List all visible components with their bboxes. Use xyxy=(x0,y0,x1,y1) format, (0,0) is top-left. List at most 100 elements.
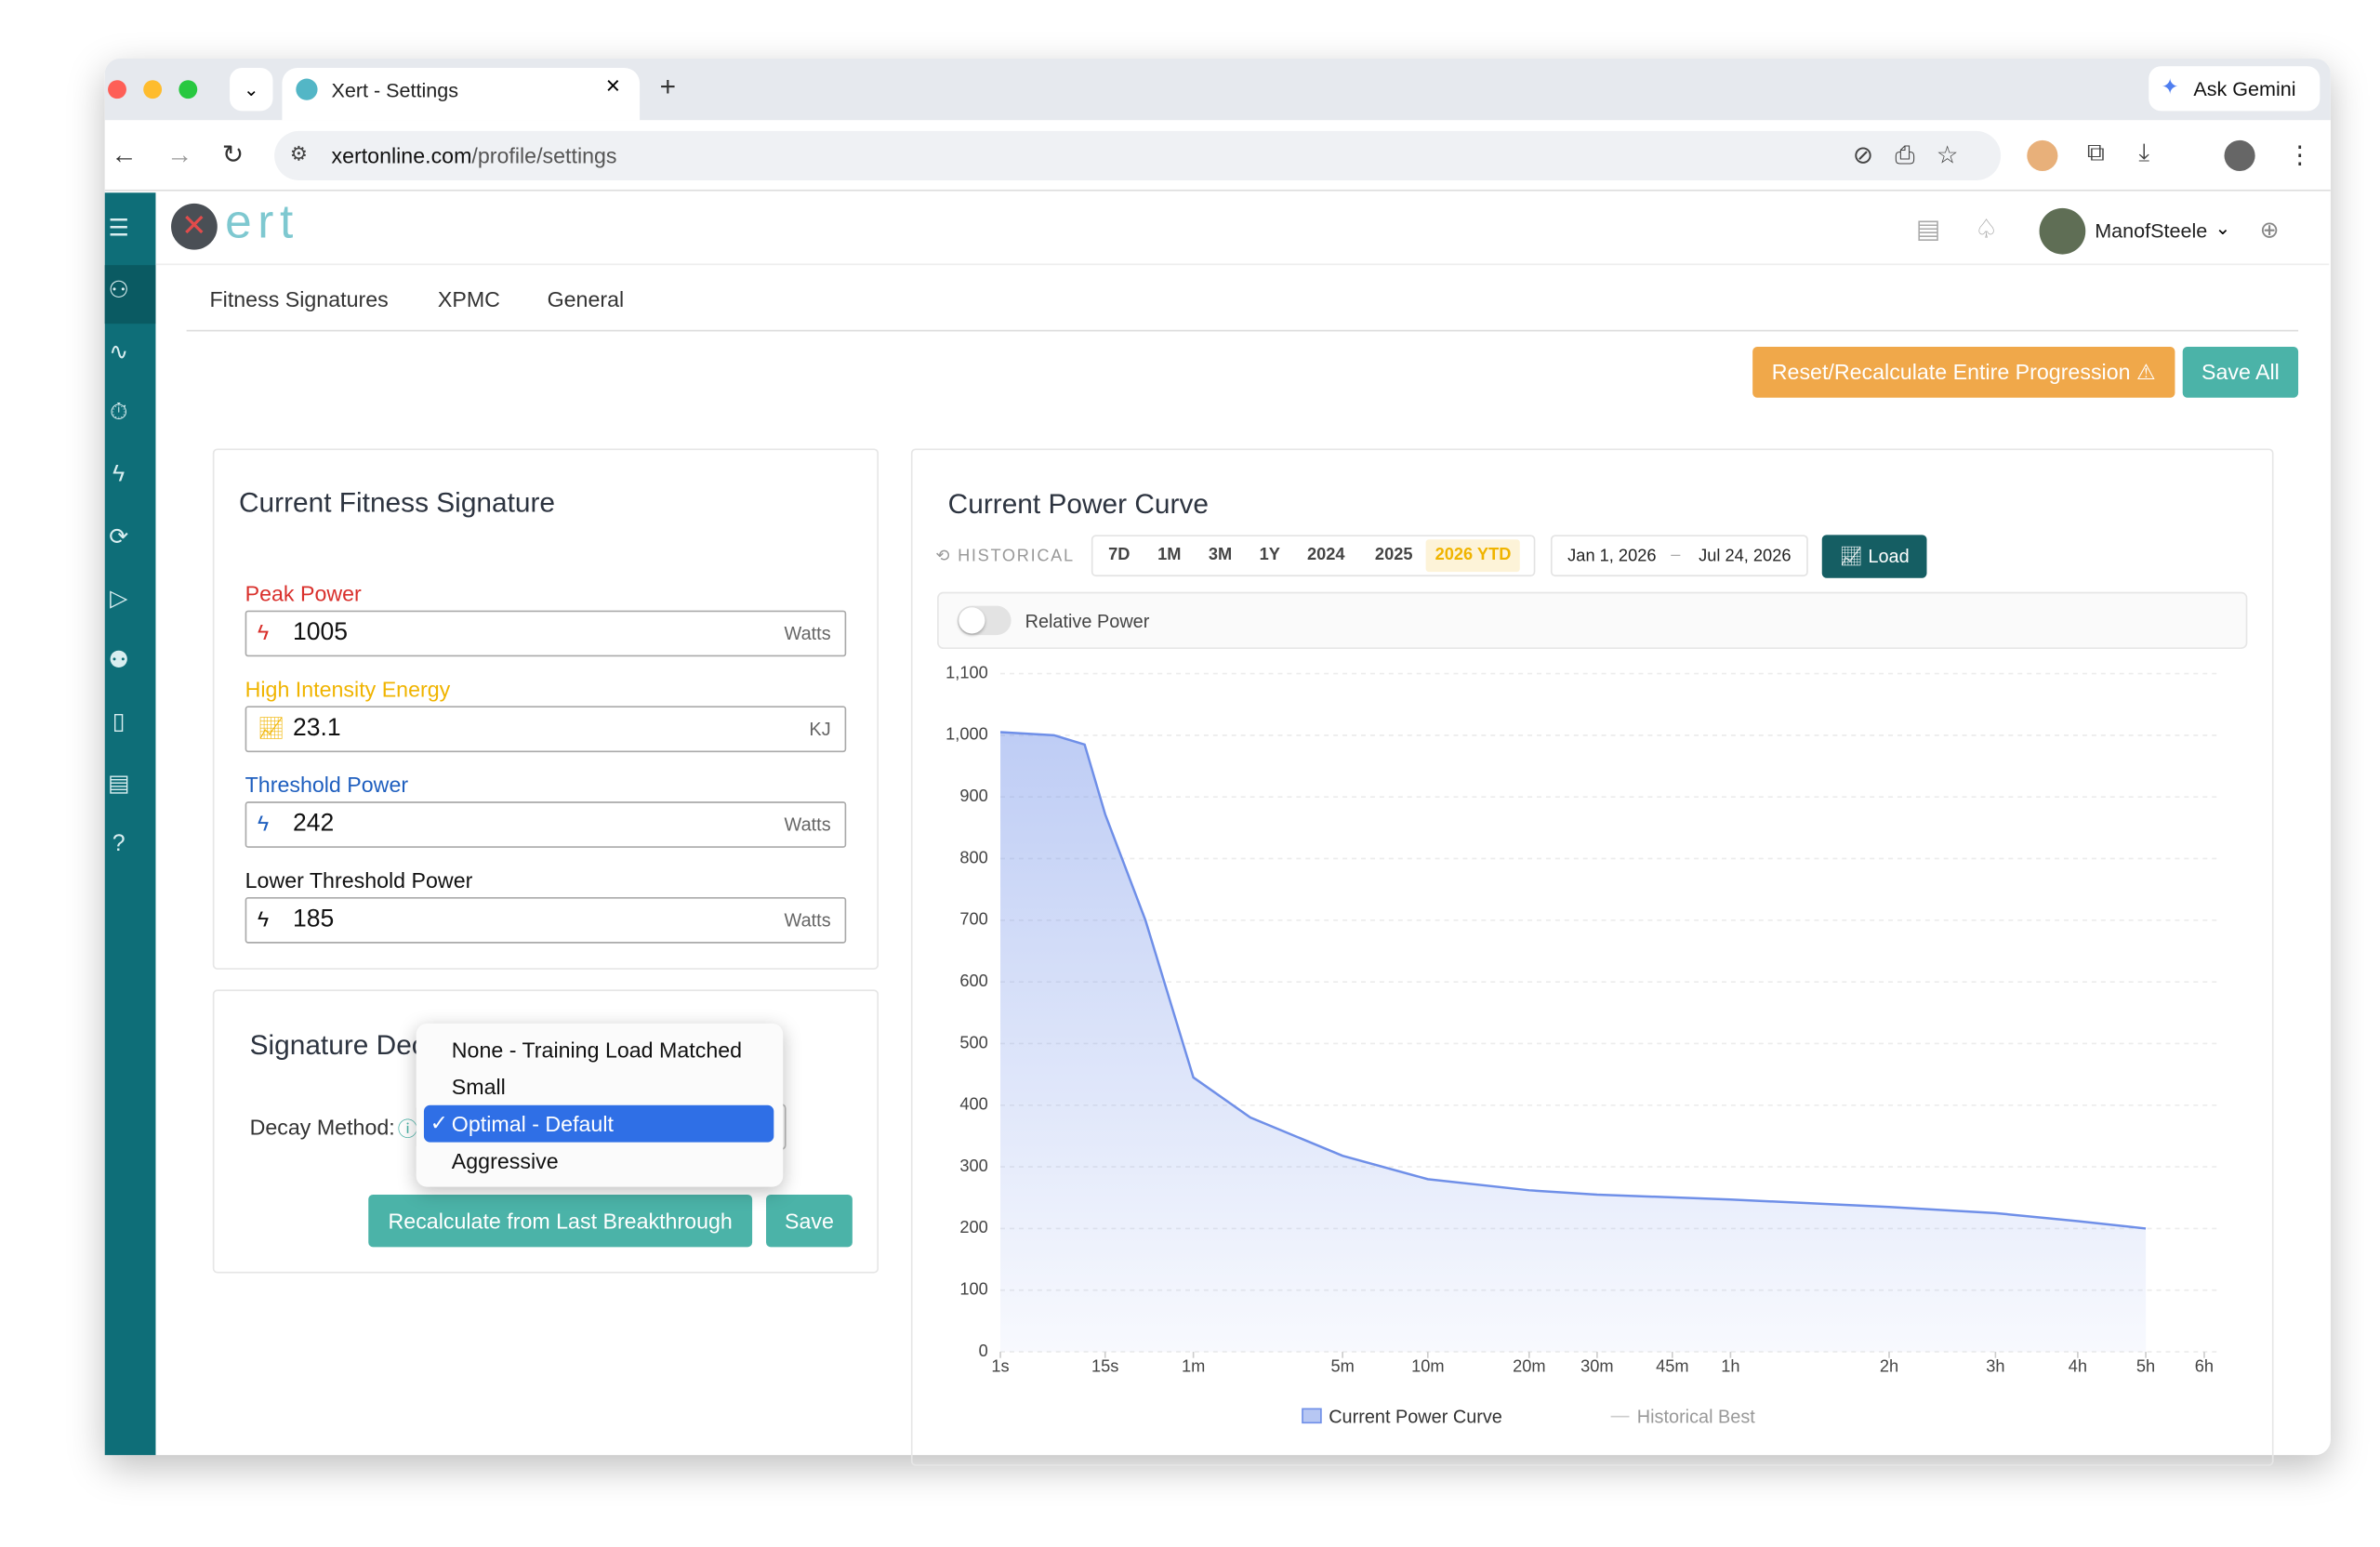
field-value: 23.1 xyxy=(293,715,341,742)
user-name[interactable]: ManofSteele xyxy=(2095,218,2208,243)
back-button[interactable]: ← xyxy=(111,139,138,170)
decay-option[interactable]: Aggressive xyxy=(451,1148,559,1173)
site-info-icon[interactable]: ⚙ xyxy=(289,141,309,165)
relative-power-toggle[interactable] xyxy=(957,605,1012,636)
range-label: 2026 YTD xyxy=(1435,545,1512,564)
logo-mark[interactable]: ✕ xyxy=(171,203,218,250)
sidebar-icon[interactable]: ϟ xyxy=(112,460,126,487)
decay-help[interactable]: ⓘ xyxy=(397,1117,418,1141)
toolbar-icons: ⊘⎙☆ xyxy=(1852,143,1980,170)
range-chip[interactable]: 3M xyxy=(1199,539,1241,572)
reload-button[interactable]: ↻ xyxy=(221,139,245,170)
url-field[interactable] xyxy=(274,130,2002,180)
range-label: 3M xyxy=(1208,545,1233,564)
range-chip[interactable]: 2026 YTD xyxy=(1425,539,1521,573)
relative-power-label: Relative Power xyxy=(1025,610,1150,632)
kebab-menu[interactable]: ⋮ xyxy=(2287,143,2312,170)
power-title: Current Power Curve xyxy=(947,488,1209,520)
fitness-title: Current Fitness Signature xyxy=(238,486,556,519)
field-icon: ϟ xyxy=(257,811,270,836)
field-unit: Watts xyxy=(784,622,831,645)
x-tick-label: 5h xyxy=(2136,1355,2155,1375)
decay-dropdown: None - Training Load Matched Small ✓ Optima… xyxy=(416,1023,784,1187)
tab-favicon xyxy=(296,78,318,100)
header-icons[interactable]: ▤♤ xyxy=(1915,214,2032,244)
decay-label: Decay Method: xyxy=(249,1114,395,1140)
reset-button[interactable]: Reset/Recalculate Entire Progression ⚠ xyxy=(1752,347,2175,398)
sidebar-icon[interactable]: ▤ xyxy=(108,771,130,798)
decay-option[interactable]: Optimal - Default xyxy=(451,1111,614,1136)
new-tab[interactable]: + xyxy=(659,71,677,102)
sidebar-icon[interactable]: ☰ xyxy=(108,216,129,243)
forward-button[interactable]: → xyxy=(166,139,193,170)
y-tick-label: 700 xyxy=(959,909,987,929)
x-tick-label: 1h xyxy=(1721,1355,1739,1375)
decay-option[interactable]: Small xyxy=(451,1074,506,1100)
gemini-icon: ✦ xyxy=(2161,73,2179,99)
load-button[interactable]: 📈︎ Load xyxy=(1821,535,1927,578)
sidebar-icon[interactable]: ⚇ xyxy=(108,277,129,304)
area-fill xyxy=(1000,732,2147,1353)
logo-text[interactable]: ert xyxy=(225,193,299,248)
decay-save-button[interactable]: Save xyxy=(766,1194,853,1248)
tab-title: Xert - Settings xyxy=(331,78,459,102)
range-chip[interactable]: 1M xyxy=(1148,539,1190,572)
range-chip[interactable]: 2025 xyxy=(1366,539,1421,572)
min-light[interactable] xyxy=(143,80,163,99)
y-tick-label: 200 xyxy=(959,1217,987,1236)
sidebar-icon[interactable]: ? xyxy=(112,830,126,857)
max-light[interactable] xyxy=(178,80,198,99)
add-button[interactable]: ⊕ xyxy=(2259,217,2280,244)
field-input[interactable]: ϟ 185 Watts xyxy=(245,896,847,944)
active-tab[interactable] xyxy=(282,67,641,121)
field-input[interactable]: 📈︎ 23.1 KJ xyxy=(245,706,847,753)
user-avatar[interactable] xyxy=(2039,207,2086,255)
x-tick-label: 15s xyxy=(1091,1355,1118,1375)
close-light[interactable] xyxy=(108,80,126,99)
sidebar-icon[interactable]: ▯ xyxy=(112,708,126,735)
y-tick-label: 400 xyxy=(959,1094,987,1114)
settings-tab[interactable]: General xyxy=(547,286,625,311)
settings-tab[interactable]: Fitness Signatures xyxy=(209,286,389,311)
browser-menu-icons: ⧉⤓ xyxy=(2086,139,2184,167)
date-range[interactable]: Jan 1, 2026– Jul 24, 2026 xyxy=(1550,535,1808,577)
save-all-button[interactable]: Save All xyxy=(2182,347,2299,398)
browser-avatar[interactable] xyxy=(2224,139,2255,172)
ask-gemini-button[interactable]: ✦ Ask Gemini xyxy=(2149,66,2320,112)
y-tick-label: 600 xyxy=(959,971,987,990)
sidebar-icon[interactable]: ▷ xyxy=(110,586,128,613)
range-chip[interactable]: 2024 xyxy=(1298,539,1354,572)
sidebar-icon[interactable]: ⚉ xyxy=(108,647,129,674)
selected-option-bg xyxy=(423,1104,774,1143)
x-tick-label: 10m xyxy=(1411,1355,1444,1375)
range-chip[interactable]: 7D xyxy=(1099,539,1139,572)
sidebar-icon[interactable]: ∿ xyxy=(109,338,129,365)
power-card xyxy=(910,448,2274,1466)
date-from: Jan 1, 2026 xyxy=(1567,547,1657,566)
field-value: 1005 xyxy=(293,619,349,646)
sidebar-icon[interactable]: ⏱ xyxy=(109,399,128,426)
tab-list-button[interactable]: ⌄ xyxy=(230,67,273,112)
settings-tab[interactable]: XPMC xyxy=(437,286,500,311)
x-tick-label: 2h xyxy=(1880,1355,1898,1375)
field-label: High Intensity Energy xyxy=(245,676,451,702)
legend-label: Current Power Curve xyxy=(1329,1408,1502,1428)
range-chip[interactable]: 1Y xyxy=(1250,539,1289,572)
y-tick-label: 1,000 xyxy=(945,724,988,744)
sidebar-icon[interactable]: ⟳ xyxy=(109,523,129,550)
field-input[interactable]: ϟ 1005 Watts xyxy=(245,610,847,657)
decay-option[interactable]: None - Training Load Matched xyxy=(451,1037,743,1063)
x-tick-label: 20m xyxy=(1513,1355,1545,1375)
tab-close[interactable]: × xyxy=(605,73,621,100)
range-label: 7D xyxy=(1108,545,1130,564)
field-input[interactable]: ϟ 242 Watts xyxy=(245,801,847,848)
recalc-button[interactable]: Recalculate from Last Breakthrough xyxy=(368,1194,753,1248)
range-label: 1M xyxy=(1157,545,1182,564)
user-chevron[interactable]: ⌄ xyxy=(2215,217,2231,239)
y-tick-label: 1,100 xyxy=(945,662,988,681)
profile-extension[interactable] xyxy=(2027,139,2058,172)
historical-text: HISTORICAL xyxy=(958,547,1075,566)
